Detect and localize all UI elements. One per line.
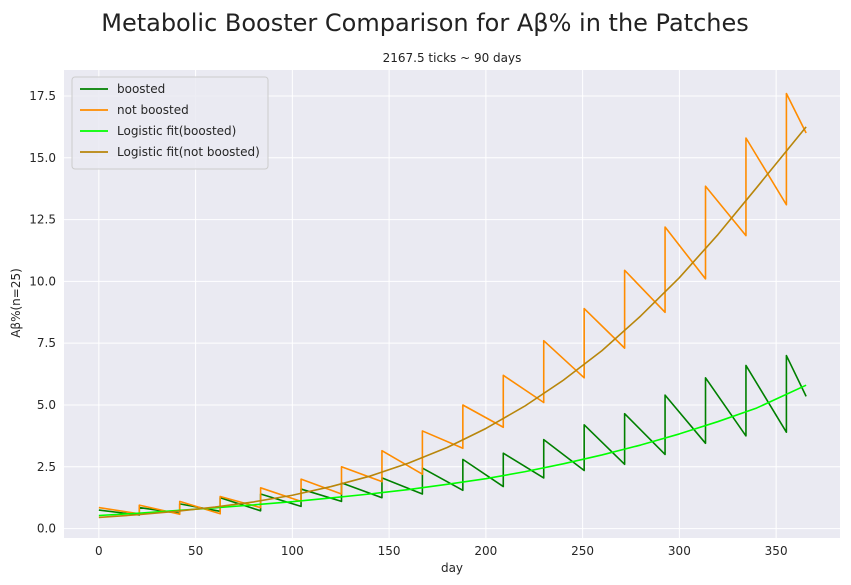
x-tick-label: 0 (95, 544, 103, 558)
chart-subtitle: 2167.5 ticks ~ 90 days (383, 51, 522, 65)
x-tick-labels: 0 50 100 150 200 250 300 350 (95, 544, 788, 558)
x-tick-label: 200 (474, 544, 497, 558)
x-tick-label: 100 (281, 544, 304, 558)
x-tick-label: 150 (378, 544, 401, 558)
x-tick-label: 350 (765, 544, 788, 558)
y-tick-label: 7.5 (37, 336, 56, 350)
y-tick-label: 12.5 (29, 213, 56, 227)
legend-label: Logistic fit(not boosted) (117, 145, 260, 159)
grid (64, 70, 840, 538)
y-tick-label: 17.5 (29, 89, 56, 103)
y-tick-label: 5.0 (37, 398, 56, 412)
legend-box (71, 76, 269, 170)
y-tick-label: 10.0 (29, 274, 56, 288)
y-tick-labels: 0.0 2.5 5.0 7.5 10.0 12.5 15.0 17.5 (29, 89, 56, 536)
y-tick-label: 2.5 (37, 460, 56, 474)
y-tick-label: 15.0 (29, 151, 56, 165)
legend-label: Logistic fit(boosted) (117, 124, 236, 138)
legend-label: boosted (117, 82, 165, 96)
series-layer (98, 92, 807, 519)
x-tick-label: 250 (571, 544, 594, 558)
legend-label: not boosted (117, 103, 189, 117)
y-axis-label: Aβ%(n=25) (9, 268, 23, 338)
y-tick-label: 0.0 (37, 522, 56, 536)
x-tick-label: 50 (188, 544, 203, 558)
chart-title: Metabolic Booster Comparison for Aβ% in … (101, 9, 749, 37)
x-axis-label: day (441, 561, 463, 575)
series-line-not-boosted (98, 92, 807, 516)
series-line-logistic-fit-not-boosted (98, 126, 807, 519)
x-tick-label: 300 (668, 544, 691, 558)
legend: boosted not boosted Logistic fit(boosted) L… (71, 76, 269, 170)
